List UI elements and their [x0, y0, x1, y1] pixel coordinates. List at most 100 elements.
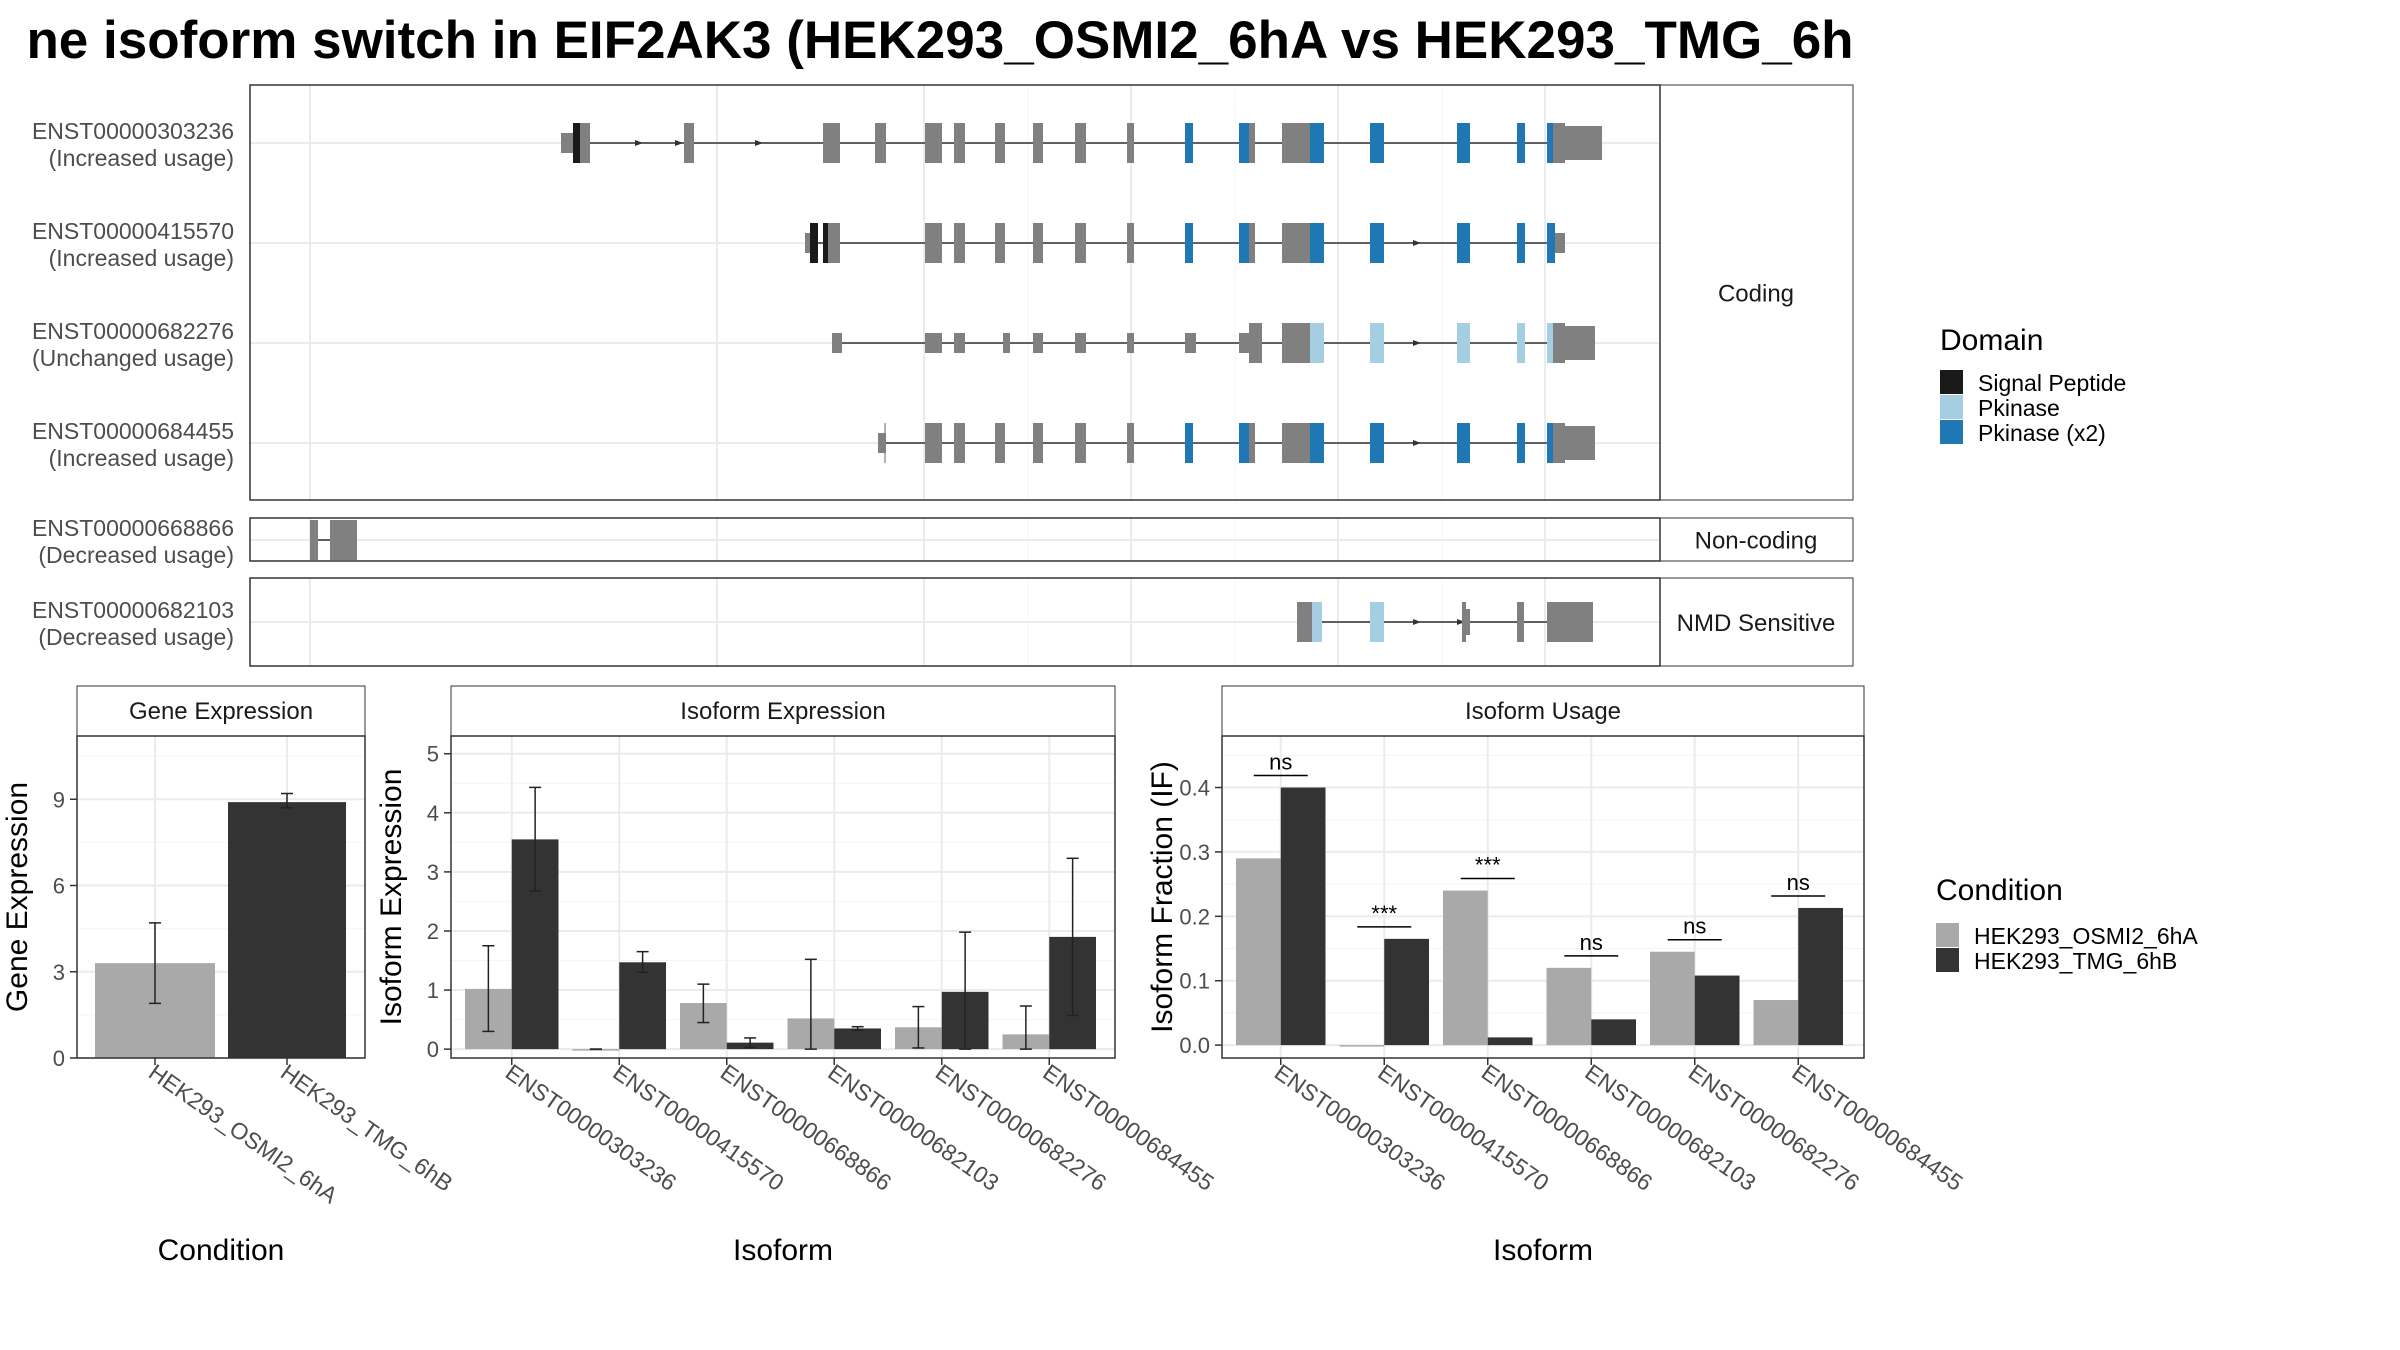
direction-arrow	[675, 140, 683, 146]
exon	[925, 223, 942, 263]
facet-strip	[1659, 517, 1854, 562]
direction-arrow	[1413, 619, 1421, 625]
exon	[1517, 123, 1525, 163]
exon	[995, 423, 1005, 463]
exon	[954, 123, 965, 163]
exon	[1310, 323, 1324, 363]
y-tick-label: 6	[53, 874, 65, 899]
transcript-row-ENST00000415570: ENST00000415570(Increased usage)	[32, 218, 1565, 271]
exon	[1457, 223, 1470, 263]
y-axis-title: Gene Expression	[1, 782, 34, 1012]
panel-border	[76, 735, 366, 1059]
transcript-usage-label: (Increased usage)	[49, 445, 234, 471]
exon	[573, 123, 580, 163]
significance-label: ns	[1269, 750, 1292, 775]
exon	[1033, 123, 1043, 163]
exon	[925, 333, 942, 353]
y-tick-label: 0.1	[1179, 969, 1210, 994]
exon	[1185, 123, 1193, 163]
direction-arrow	[1457, 619, 1465, 625]
exon	[1075, 223, 1086, 263]
transcript-id-label: ENST00000682276	[32, 318, 234, 344]
y-tick-label: 9	[53, 787, 65, 812]
transcript-row-ENST00000668866: ENST00000668866(Decreased usage)	[32, 515, 357, 568]
exon	[1370, 123, 1384, 163]
exon	[1249, 423, 1255, 463]
bar-ENST00000668866-HEK293_OSMI2_6hA	[1443, 890, 1488, 1046]
exon	[925, 123, 942, 163]
transcript-id-label: ENST00000303236	[32, 118, 234, 144]
bar-ENST00000415570-HEK293_TMG_6hB	[1384, 938, 1429, 1046]
exon	[1310, 123, 1324, 163]
y-tick-label: 0.4	[1179, 776, 1210, 801]
exon	[1127, 423, 1134, 463]
y-tick-label: 0.2	[1179, 904, 1210, 929]
y-tick-label: 5	[427, 742, 439, 767]
exon	[1127, 223, 1134, 263]
exon	[1033, 223, 1043, 263]
transcript-row-ENST00000303236: ENST00000303236(Increased usage)	[32, 118, 1602, 171]
exon	[1312, 602, 1322, 642]
facet-border	[249, 517, 1661, 562]
facet-border	[249, 577, 1661, 667]
condition-legend-title: Condition	[1936, 874, 2063, 907]
exon	[1185, 423, 1193, 463]
bar-ENST00000682103-HEK293_OSMI2_6hA	[1546, 967, 1592, 1046]
significance-label: ns	[1683, 914, 1706, 939]
bar-HEK293_TMG_6hB	[228, 802, 346, 1058]
exon	[1517, 223, 1525, 263]
exon	[1033, 333, 1043, 353]
exon	[1185, 223, 1193, 263]
exon	[1553, 323, 1565, 363]
y-tick-label: 4	[427, 801, 439, 826]
facet-strip-label: Coding	[1718, 281, 1794, 308]
exon	[1553, 423, 1565, 463]
bar-ENST00000682103-HEK293_TMG_6hB	[1591, 1019, 1636, 1046]
x-axis-title: Isoform	[733, 1234, 833, 1267]
bar-ENST00000415570-HEK293_OSMI2_6hA	[1339, 1045, 1385, 1047]
transcript-facet-1: Non-coding ENST00000668866(Decreased usag…	[32, 515, 1854, 568]
exon	[1185, 333, 1196, 353]
exon	[1127, 333, 1134, 353]
condition-legend-swatch	[1936, 923, 1959, 947]
transcript-usage-label: (Unchanged usage)	[32, 345, 234, 371]
exon	[1547, 123, 1553, 163]
chart-title: ne isoform switch in EIF2AK3 (HEK293_OSM…	[26, 11, 1854, 70]
exon	[1457, 323, 1470, 363]
exon	[1555, 233, 1565, 253]
transcript-row-ENST00000682276: ENST00000682276(Unchanged usage)	[32, 318, 1595, 371]
exon	[1517, 323, 1525, 363]
exon	[1033, 423, 1043, 463]
exon	[1547, 323, 1553, 363]
exon	[925, 423, 942, 463]
y-tick-label: 0.0	[1179, 1033, 1210, 1058]
panel-strip-title: Isoform Usage	[1465, 698, 1621, 725]
exon	[823, 123, 840, 163]
facet-strip-label: NMD Sensitive	[1677, 610, 1836, 637]
y-tick-label: 0	[427, 1037, 439, 1062]
facet-border	[249, 84, 1661, 501]
exon	[1239, 123, 1249, 163]
x-axis-title: Condition	[158, 1234, 285, 1267]
bar-ENST00000684455-HEK293_TMG_6hB	[1798, 907, 1843, 1046]
transcript-row-ENST00000682103: ENST00000682103(Decreased usage)	[32, 597, 1593, 650]
transcript-facet-2: NMD Sensitive ENST00000682103(Decreased u…	[32, 577, 1854, 667]
significance-label: ns	[1580, 930, 1603, 955]
exon	[1565, 326, 1595, 360]
exon	[1282, 423, 1310, 463]
exon	[1075, 423, 1086, 463]
transcript-row-ENST00000684455: ENST00000684455(Increased usage)	[32, 418, 1595, 471]
exon	[1517, 423, 1525, 463]
exon	[1310, 223, 1324, 263]
direction-arrow	[1413, 240, 1421, 246]
panel-border	[1221, 735, 1865, 1059]
exon	[561, 133, 573, 153]
exon	[1553, 123, 1565, 163]
facet-strip	[1659, 84, 1854, 501]
exon	[1457, 123, 1470, 163]
exon	[810, 223, 818, 263]
exon	[1457, 423, 1470, 463]
bar-ENST00000682276-HEK293_TMG_6hB	[1694, 975, 1740, 1046]
